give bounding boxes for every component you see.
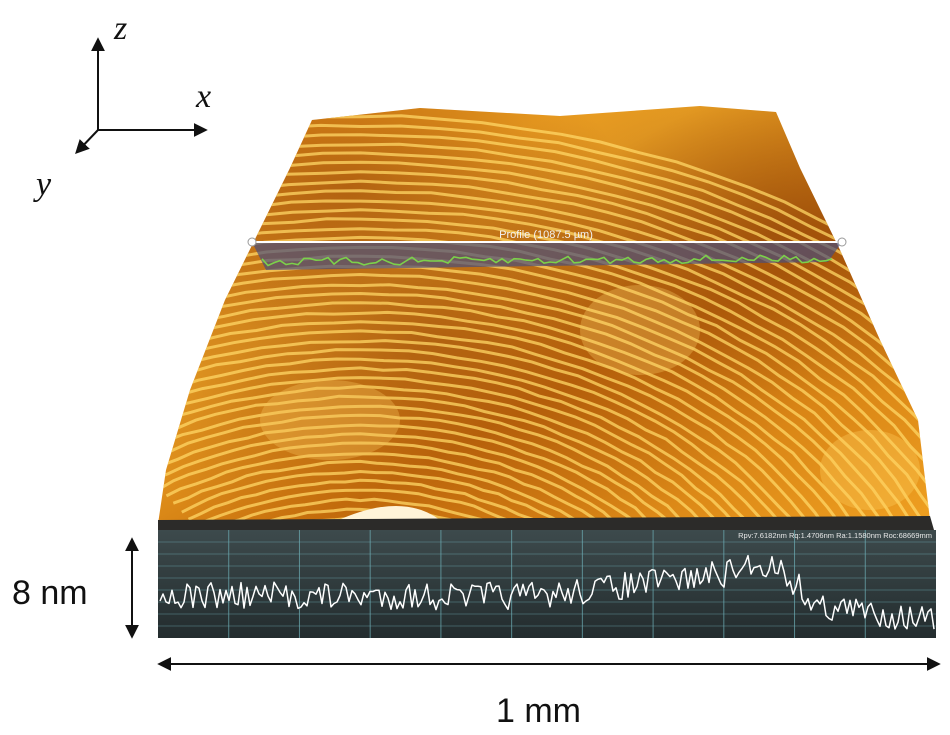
profile-panel: Rpv:7.6182nm Rq:1.4706nm Ra:1.1580nm Roc… — [158, 530, 936, 638]
x-axis-label: x — [196, 78, 212, 115]
y-axis-label: y — [36, 166, 52, 203]
profile-endpoint-right — [837, 237, 847, 247]
profile-trace — [159, 554, 935, 630]
profile-cut: Profile (1087.5 µm) — [247, 229, 847, 270]
profile-label: Profile (1087.5 µm) — [499, 229, 593, 241]
afm-surface-3d — [158, 106, 934, 530]
height-scale-label: 8 nm — [12, 574, 88, 612]
width-scale-label: 1 mm — [496, 692, 581, 730]
profile-stats: Rpv:7.6182nm Rq:1.4706nm Ra:1.1580nm Roc… — [738, 531, 932, 540]
coordinate-axes — [75, 37, 208, 155]
z-axis-label: z — [114, 10, 128, 47]
profile-endpoint-left — [247, 237, 257, 247]
